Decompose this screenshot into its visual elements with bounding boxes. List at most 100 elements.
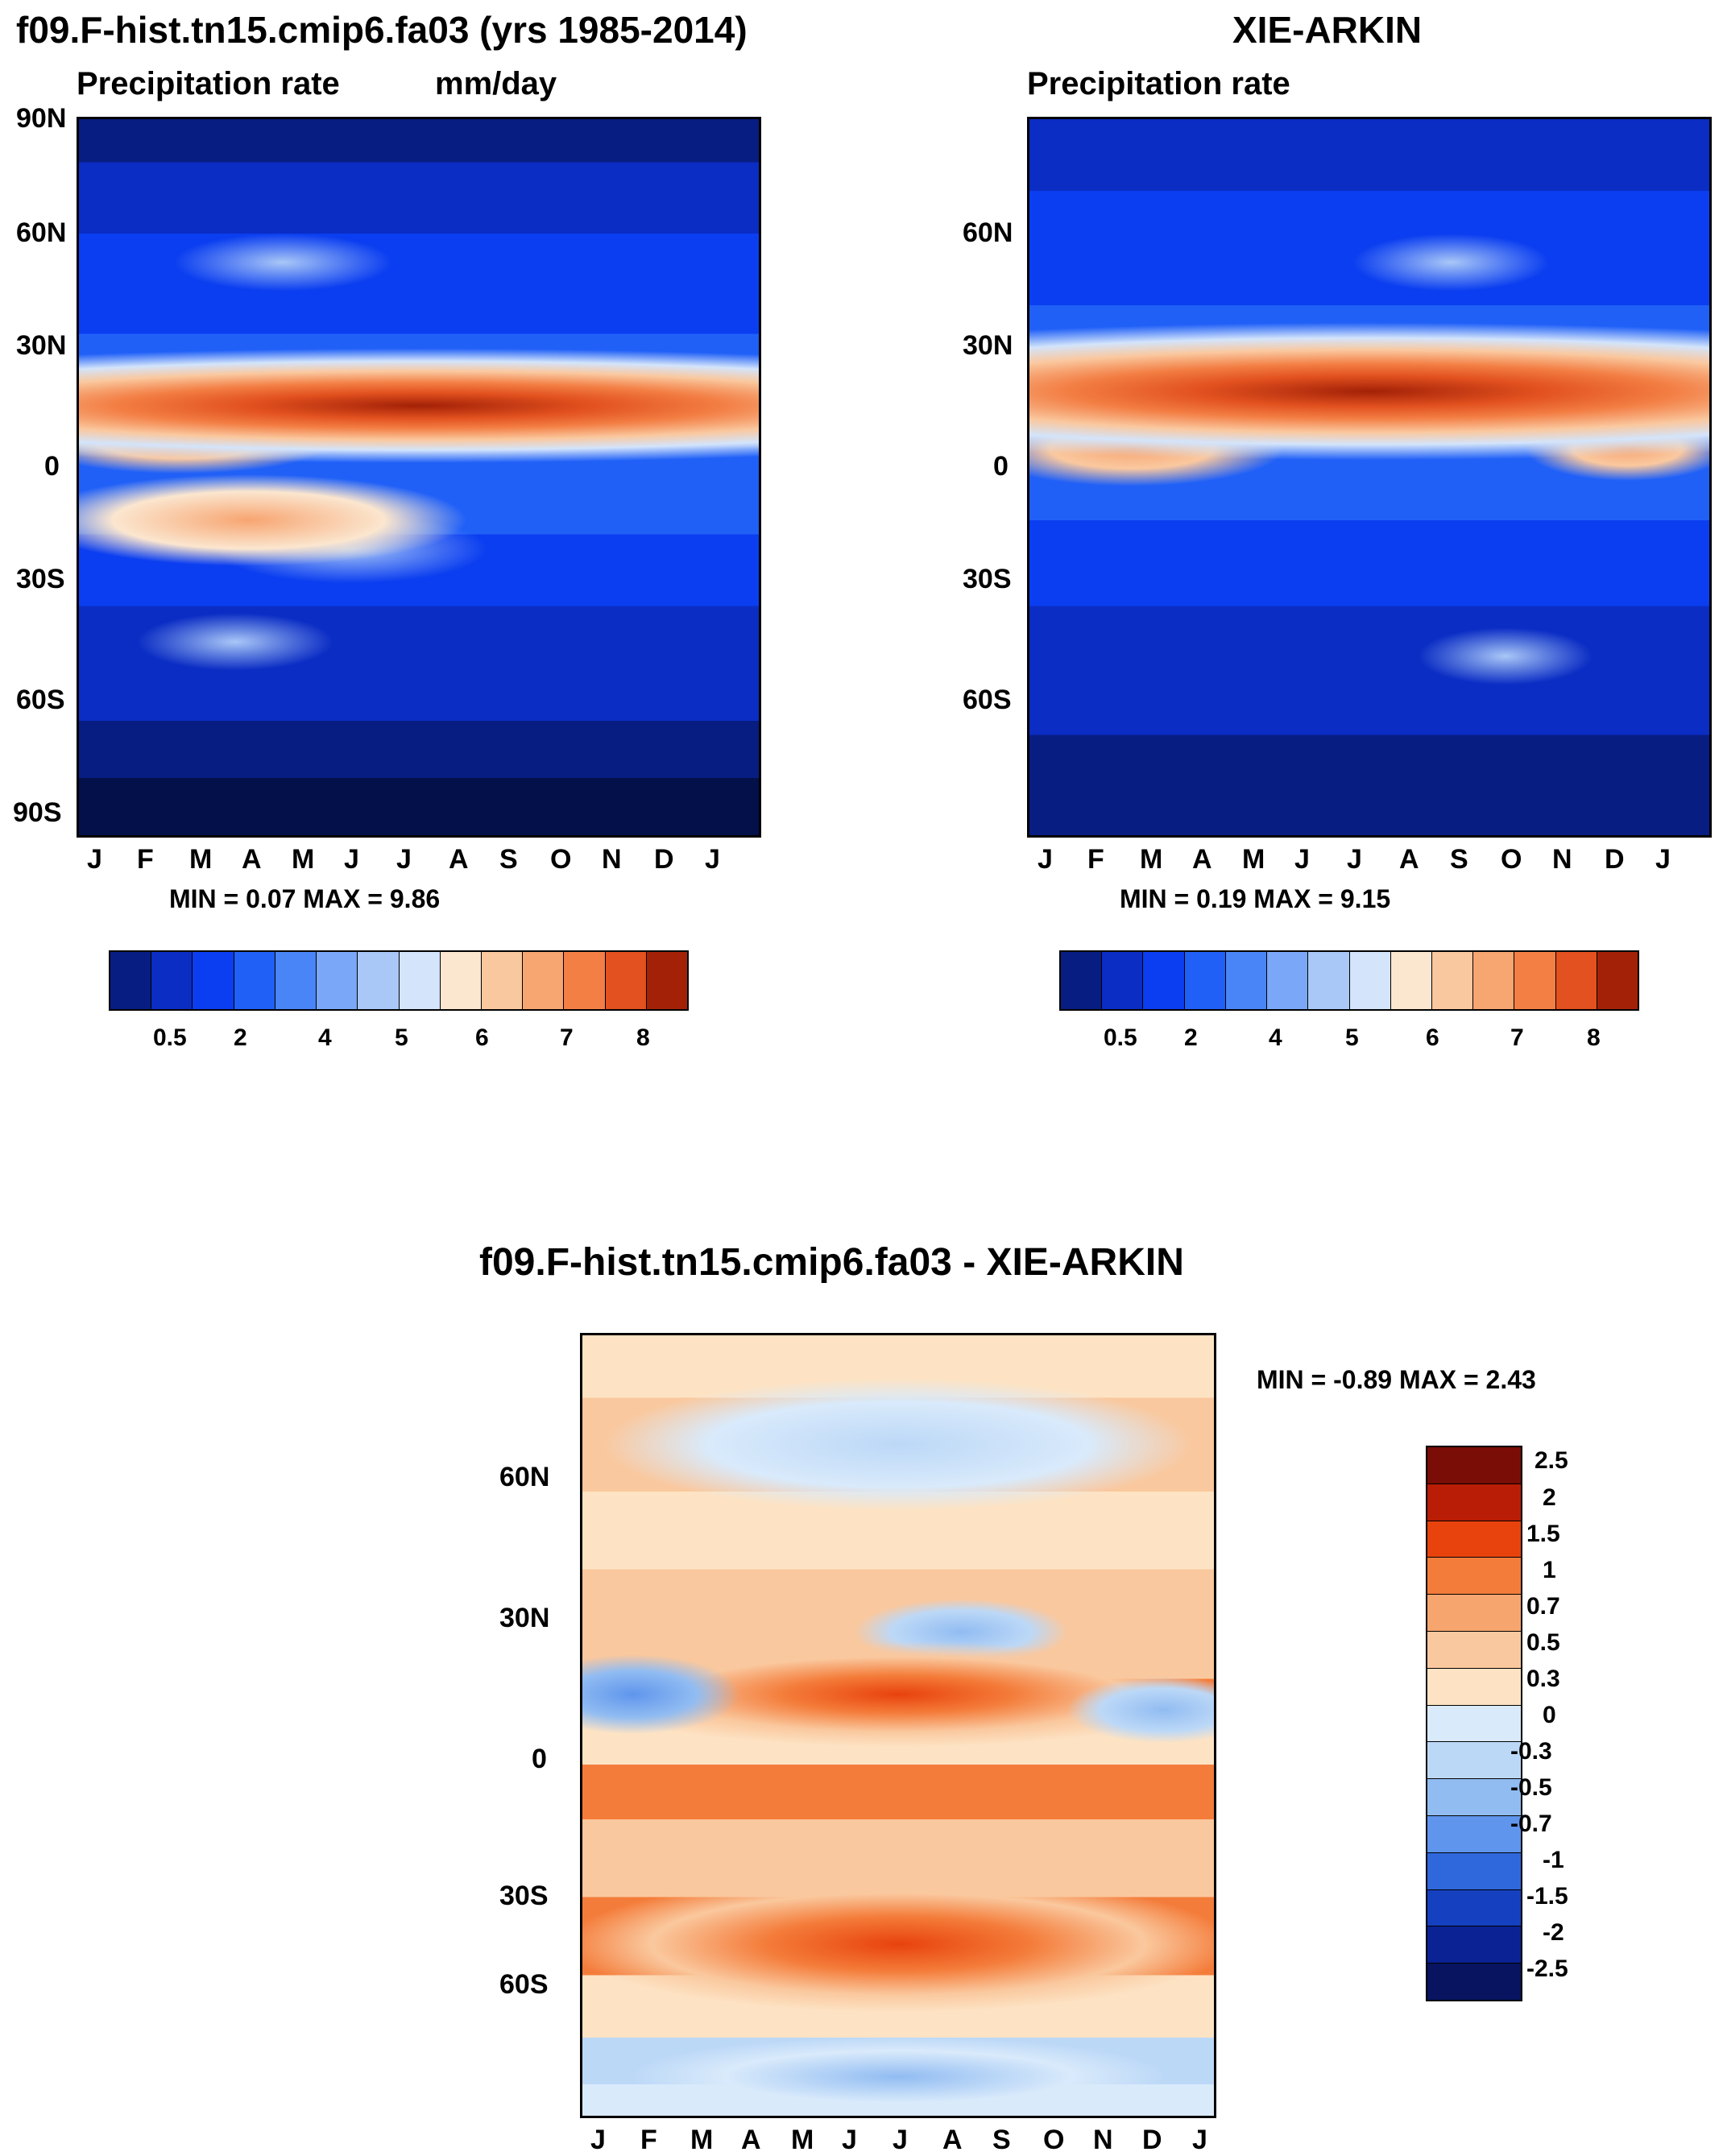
diff-cb-label-4: 0.7 xyxy=(1526,1593,1560,1620)
xiearkin-ytick-60N: 60N xyxy=(963,217,1013,249)
difference-xtick-12: J xyxy=(1192,2125,1207,2156)
xiearkin-xtick-8: S xyxy=(1450,844,1468,875)
diff-cb-label-5: 0.5 xyxy=(1526,1629,1560,1657)
difference-colorbar xyxy=(1426,1446,1522,2001)
xiearkin-colorbar xyxy=(1059,950,1639,1011)
xiearkin-xtick-6: J xyxy=(1347,844,1362,875)
model-cb-label-3: 5 xyxy=(395,1024,408,1052)
difference-xtick-6: J xyxy=(893,2125,908,2156)
difference-ytick-0: 0 xyxy=(532,1744,547,1775)
model-xtick-6: J xyxy=(396,844,412,875)
difference-xtick-0: J xyxy=(590,2125,606,2156)
difference-ytick-60N: 60N xyxy=(499,1462,549,1493)
model-ytick-90N: 90N xyxy=(16,103,66,134)
diff-cb-label-13: -2 xyxy=(1543,1919,1564,1947)
diff-cb-label-7: 0 xyxy=(1543,1702,1556,1729)
xiearkin-xtick-9: O xyxy=(1501,844,1522,875)
xiearkin-xtick-0: J xyxy=(1038,844,1053,875)
model-cb-label-6: 8 xyxy=(636,1024,650,1052)
xiearkin-xtick-7: A xyxy=(1399,844,1419,875)
diff-cb-label-10: -0.7 xyxy=(1510,1810,1552,1838)
model-ytick-30S: 30S xyxy=(16,564,65,595)
diff-cb-label-6: 0.3 xyxy=(1526,1666,1560,1693)
xiearkin-xtick-12: J xyxy=(1655,844,1671,875)
difference-ytick-60S: 60S xyxy=(499,1969,549,2001)
diff-cb-label-3: 1 xyxy=(1543,1557,1556,1584)
difference-xtick-3: A xyxy=(741,2125,761,2156)
difference-xtick-10: N xyxy=(1093,2125,1113,2156)
xiearkin-xtick-11: D xyxy=(1605,844,1625,875)
diff-cb-label-14: -2.5 xyxy=(1526,1955,1568,1983)
model-ytick-30N: 30N xyxy=(16,330,66,362)
model-subtitle-right: mm/day xyxy=(435,66,557,102)
diff-cb-label-12: -1.5 xyxy=(1526,1883,1568,1910)
xiearkin-cb-label-0: 0.5 xyxy=(1104,1024,1137,1052)
difference-ytick-30S: 30S xyxy=(499,1881,549,1912)
difference-xtick-2: M xyxy=(690,2125,713,2156)
model-minmax: MIN = 0.07 MAX = 9.86 xyxy=(169,884,440,914)
xiearkin-subtitle: Precipitation rate xyxy=(1027,66,1290,102)
model-subtitle-left: Precipitation rate xyxy=(77,66,340,102)
diff-cb-label-0: 2.5 xyxy=(1535,1447,1568,1475)
xiearkin-title: XIE-ARKIN xyxy=(1232,8,1422,52)
difference-xtick-1: F xyxy=(640,2125,657,2156)
difference-xtick-5: J xyxy=(842,2125,857,2156)
model-xtick-5: J xyxy=(344,844,359,875)
model-xtick-4: M xyxy=(292,844,314,875)
difference-xtick-9: O xyxy=(1043,2125,1064,2156)
xiearkin-xtick-2: M xyxy=(1140,844,1162,875)
xiearkin-xtick-4: M xyxy=(1242,844,1265,875)
model-xtick-2: M xyxy=(189,844,212,875)
diff-cb-label-1: 2 xyxy=(1543,1484,1556,1512)
model-xtick-12: J xyxy=(705,844,720,875)
model-xtick-0: J xyxy=(87,844,102,875)
model-xtick-8: S xyxy=(499,844,518,875)
xiearkin-cb-label-2: 4 xyxy=(1269,1024,1282,1052)
xiearkin-xtick-5: J xyxy=(1294,844,1310,875)
model-colorbar xyxy=(109,950,689,1011)
model-ytick-90S: 90S xyxy=(13,797,62,829)
xiearkin-cb-label-5: 7 xyxy=(1510,1024,1524,1052)
model-xtick-7: A xyxy=(449,844,469,875)
difference-xtick-7: A xyxy=(942,2125,963,2156)
xiearkin-ytick-30N: 30N xyxy=(963,330,1013,362)
xiearkin-ytick-0: 0 xyxy=(993,451,1009,482)
xiearkin-ytick-60S: 60S xyxy=(963,685,1012,716)
model-xtick-1: F xyxy=(137,844,154,875)
model-cb-label-4: 6 xyxy=(475,1024,489,1052)
xiearkin-minmax: MIN = 0.19 MAX = 9.15 xyxy=(1120,884,1390,914)
xiearkin-ytick-30S: 30S xyxy=(963,564,1012,595)
difference-minmax: MIN = -0.89 MAX = 2.43 xyxy=(1257,1365,1536,1395)
model-contour-plot xyxy=(77,117,761,838)
difference-contour-plot xyxy=(580,1333,1216,2118)
model-xtick-11: D xyxy=(654,844,674,875)
model-xtick-3: A xyxy=(242,844,262,875)
model-title: f09.F-hist.tn15.cmip6.fa03 (yrs 1985-201… xyxy=(16,8,748,52)
xiearkin-cb-label-1: 2 xyxy=(1184,1024,1198,1052)
diff-cb-label-11: -1 xyxy=(1543,1847,1564,1874)
difference-xtick-4: M xyxy=(791,2125,814,2156)
difference-xtick-11: D xyxy=(1142,2125,1162,2156)
diff-cb-label-9: -0.5 xyxy=(1510,1774,1552,1802)
model-ytick-0: 0 xyxy=(44,451,60,482)
model-cb-label-1: 2 xyxy=(234,1024,247,1052)
xiearkin-cb-label-6: 8 xyxy=(1587,1024,1601,1052)
model-cb-label-0: 0.5 xyxy=(153,1024,187,1052)
model-cb-label-2: 4 xyxy=(318,1024,332,1052)
xiearkin-contour-plot xyxy=(1027,117,1712,838)
model-ytick-60N: 60N xyxy=(16,217,66,249)
xiearkin-xtick-10: N xyxy=(1552,844,1572,875)
diff-cb-label-2: 1.5 xyxy=(1526,1521,1560,1548)
xiearkin-cb-label-3: 5 xyxy=(1345,1024,1359,1052)
xiearkin-xtick-3: A xyxy=(1192,844,1212,875)
difference-title: f09.F-hist.tn15.cmip6.fa03 - XIE-ARKIN xyxy=(479,1240,1184,1285)
model-xtick-9: O xyxy=(550,844,571,875)
model-cb-label-5: 7 xyxy=(560,1024,574,1052)
model-xtick-10: N xyxy=(602,844,622,875)
xiearkin-xtick-1: F xyxy=(1087,844,1104,875)
difference-ytick-30N: 30N xyxy=(499,1603,549,1634)
diff-cb-label-8: -0.3 xyxy=(1510,1738,1552,1765)
xiearkin-cb-label-4: 6 xyxy=(1426,1024,1439,1052)
difference-xtick-8: S xyxy=(992,2125,1011,2156)
model-ytick-60S: 60S xyxy=(16,685,65,716)
